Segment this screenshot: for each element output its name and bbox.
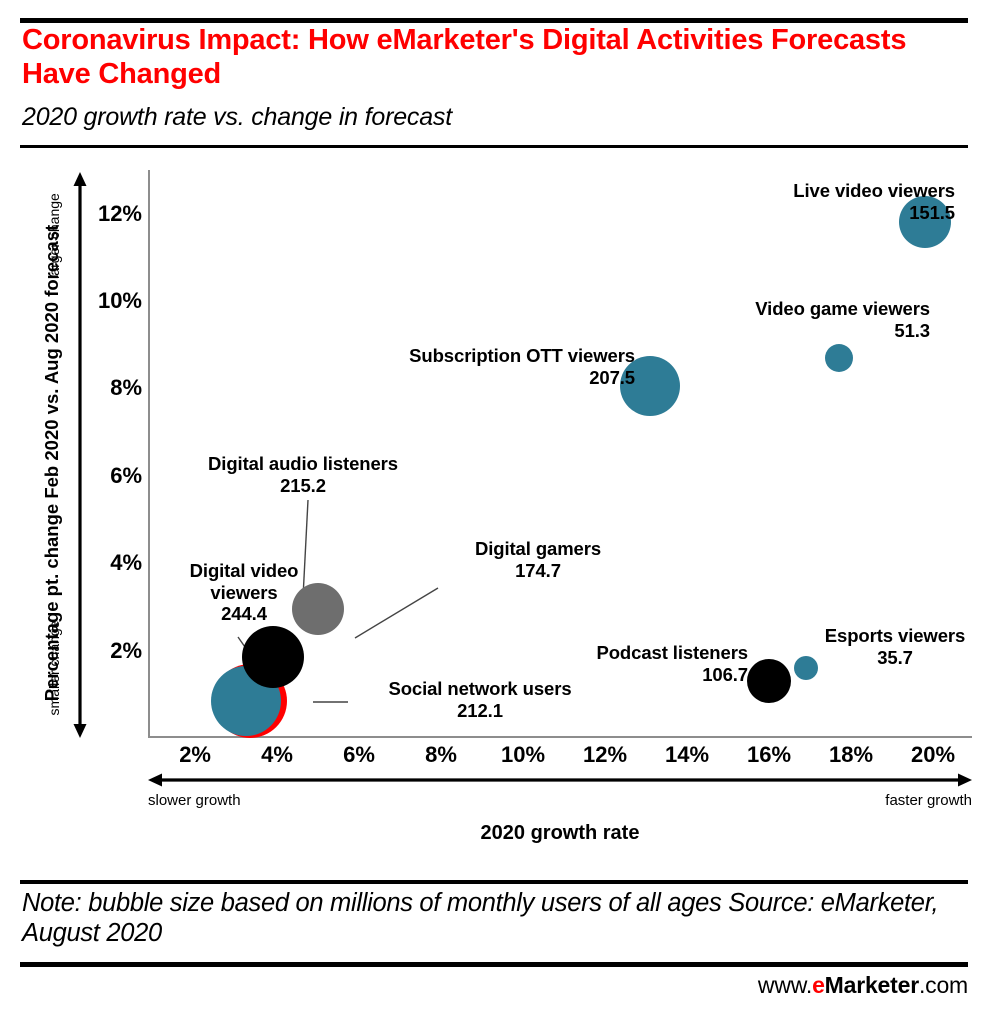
bubble-label-live-video-viewers: Live video viewers 151.5 — [695, 180, 955, 223]
x-axis-arrow-icon — [148, 773, 972, 787]
bubble-label-name: Digital gamers — [474, 538, 602, 559]
divider-note-top — [20, 880, 968, 884]
bubble-label-digital-gamers: Digital gamers 174.7 — [428, 538, 648, 581]
bubble-digital-audio-listeners[interactable] — [241, 626, 304, 689]
x-axis-tick-label: 12% — [583, 742, 628, 767]
bubble-label-subscription-ott-viewers: Subscription OTT viewers 207.5 — [365, 345, 635, 388]
brand-com: .com — [918, 972, 968, 998]
y-axis-bottom-note: smaller change — [46, 620, 62, 716]
bubble-subscription-ott-viewers[interactable] — [620, 356, 681, 417]
divider-note-bottom — [20, 962, 968, 967]
y-axis-tick-label: 4% — [110, 550, 142, 576]
bubble-label-value: 106.7 — [702, 663, 748, 685]
x-axis-tick-label: 16% — [746, 742, 792, 767]
y-axis-tick-label: 12% — [97, 200, 142, 226]
bubble-label-value: 212.1 — [457, 699, 503, 721]
x-axis-right-note: faster growth — [885, 792, 972, 809]
x-axis-tick-label: 2% — [179, 742, 211, 767]
bubble-label-value: 174.7 — [515, 559, 561, 581]
x-axis-tick-label: 8% — [425, 742, 457, 767]
y-axis-tick-label: 2% — [110, 637, 142, 663]
x-axis-tick-label: 14% — [665, 742, 710, 767]
bubble-label-value: 151.5 — [909, 201, 955, 223]
bubble-label-name: Digital video viewers — [189, 560, 299, 603]
bubble-digital-gamers[interactable] — [292, 583, 345, 636]
bubble-label-digital-video-viewers: Digital video viewers 244.4 — [144, 560, 344, 625]
bubble-label-podcast-listeners: Podcast listeners 106.7 — [548, 642, 748, 685]
x-axis-tick-label: 18% — [828, 742, 874, 767]
bubble-label-digital-audio-listeners: Digital audio listeners 215.2 — [178, 453, 428, 496]
plot-area: 2% 4% 6% 8% 10% 12% 2% 4% 6% 8% 10% 12% 14% 16% 18% 20%… — [98, 170, 972, 767]
x-axis-tick-label: 6% — [343, 742, 375, 767]
brand-www: www. — [757, 972, 813, 998]
bubble-label-value: 51.3 — [894, 319, 930, 341]
divider-subtitle — [20, 145, 968, 148]
x-axis-tick-label: 4% — [261, 742, 293, 767]
brand-e: e — [812, 972, 825, 998]
bubble-label-name: Live video viewers — [793, 180, 955, 201]
bubble-label-social-network-users: Social network users 212.1 — [350, 678, 610, 721]
bubble-label-value: 244.4 — [221, 603, 267, 625]
divider-top — [20, 18, 968, 23]
bubble-label-name: Social network users — [388, 678, 572, 699]
bubble-label-name: Subscription OTT viewers — [409, 345, 635, 366]
brand-wordmark: www.eMarketer.com — [758, 972, 968, 999]
bubble-label-value: 215.2 — [280, 474, 326, 496]
bubble-label-value: 35.7 — [877, 646, 913, 668]
bubble-label-esports-viewers: Esports viewers 35.7 — [795, 625, 988, 668]
brand-marketer: Marketer — [824, 972, 919, 998]
y-axis-tick-label: 6% — [110, 462, 142, 488]
leader-line-digital-gamers — [354, 587, 439, 639]
bubble-live-video-viewers[interactable] — [898, 196, 951, 249]
y-axis-arrow-icon — [73, 172, 87, 738]
note-and-source: Note: bubble size based on millions of m… — [22, 889, 939, 948]
x-axis-tick-label: 10% — [501, 742, 546, 767]
y-axis-top-note: larger change — [46, 193, 62, 279]
bubble-label-name: Podcast listeners — [596, 642, 748, 663]
bubble-label-value: 207.5 — [589, 366, 635, 388]
bubble-label-video-game-viewers: Video game viewers 51.3 — [695, 298, 930, 341]
bubble-video-game-viewers[interactable] — [824, 343, 853, 372]
y-axis-tick-label: 10% — [97, 288, 142, 314]
x-axis-left-note: slower growth — [148, 792, 241, 809]
bubble-podcast-listeners[interactable] — [747, 659, 792, 704]
y-axis-tick-label: 8% — [110, 375, 142, 401]
page-title: Coronavirus Impact: How eMarketer's Digi… — [22, 24, 907, 90]
x-axis-tick-label: 20% — [910, 742, 956, 767]
bubble-esports-viewers[interactable] — [793, 656, 818, 681]
page-subtitle: 2020 growth rate vs. change in forecast — [22, 103, 452, 131]
bubble-label-name: Digital audio listeners — [208, 453, 398, 474]
x-axis-title: 2020 growth rate — [480, 822, 640, 844]
bubble-label-name: Esports viewers — [824, 625, 966, 646]
bubble-label-name: Video game viewers — [755, 298, 930, 319]
